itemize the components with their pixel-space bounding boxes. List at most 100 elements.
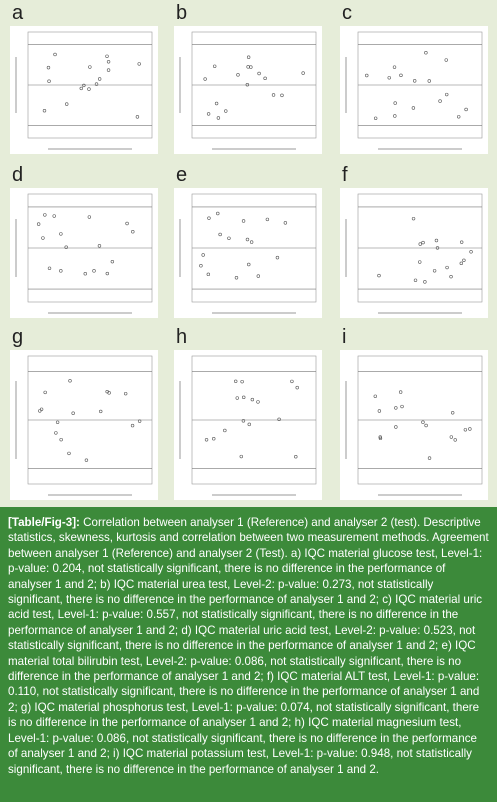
plot-point xyxy=(41,236,45,240)
plot-point xyxy=(263,76,267,81)
plot-point xyxy=(250,397,255,402)
plot-point xyxy=(223,428,227,433)
plot-point xyxy=(464,107,468,112)
plot-point xyxy=(206,112,211,116)
plot-point xyxy=(411,216,416,221)
plot-point xyxy=(84,458,89,462)
bland-altman-plot xyxy=(10,188,158,318)
plot-point xyxy=(67,451,71,456)
plot-point xyxy=(424,51,428,55)
plot-point xyxy=(424,423,428,428)
plot-point xyxy=(218,232,222,237)
plot-point xyxy=(43,390,47,395)
plot-point xyxy=(105,54,109,58)
plot-point xyxy=(295,385,299,390)
plot-point xyxy=(373,394,378,398)
plot-panel: f xyxy=(336,164,492,324)
plot-point xyxy=(438,99,442,103)
plot-point xyxy=(459,261,464,266)
bland-altman-plot xyxy=(340,350,488,500)
panel-letter: b xyxy=(176,2,188,24)
bland-altman-plot xyxy=(340,188,488,318)
plot-point xyxy=(79,86,83,91)
plot-point xyxy=(239,454,243,459)
plot-point xyxy=(411,106,416,110)
panel-letter: i xyxy=(342,326,347,348)
plot-point xyxy=(87,87,91,91)
plot-point xyxy=(234,379,238,383)
bland-altman-plot xyxy=(174,26,322,154)
plot-point xyxy=(392,65,397,69)
plot-point xyxy=(201,253,205,257)
plot-point xyxy=(52,214,56,218)
plot-point xyxy=(106,68,111,72)
plot-point xyxy=(290,379,294,384)
plot-point xyxy=(55,420,60,424)
plot-point xyxy=(227,236,231,240)
panel-letter: f xyxy=(342,164,348,186)
plot-point xyxy=(204,438,209,442)
plot-panel: h xyxy=(170,326,326,500)
plot-point xyxy=(245,83,250,87)
plot-panel: e xyxy=(170,164,326,324)
plot-point xyxy=(88,65,92,69)
plot-point xyxy=(453,438,457,442)
plot-point xyxy=(97,244,102,248)
plot-point xyxy=(459,240,464,244)
plot-point xyxy=(283,221,288,225)
bland-altman-plot xyxy=(340,26,488,154)
plot-point xyxy=(256,274,261,278)
plot-point xyxy=(246,55,251,59)
plot-point xyxy=(107,391,111,395)
plot-point xyxy=(387,76,391,80)
plot-point xyxy=(241,419,246,423)
plot-point xyxy=(457,115,461,119)
plot-point xyxy=(247,262,251,267)
plot-point xyxy=(46,65,51,70)
plot-point xyxy=(83,272,87,276)
plot-point xyxy=(207,216,211,220)
plot-point xyxy=(271,93,276,97)
bland-altman-plot xyxy=(10,350,158,500)
plot-point xyxy=(54,431,58,435)
plot-point xyxy=(280,93,284,98)
caption-text: Correlation between analyser 1 (Referenc… xyxy=(8,516,489,776)
plot-point xyxy=(249,240,254,244)
plot-point xyxy=(65,102,69,106)
plot-point xyxy=(469,250,473,254)
plot-point xyxy=(131,230,135,234)
plot-panel: g xyxy=(6,326,162,500)
plot-point xyxy=(423,280,427,284)
plot-point xyxy=(394,425,398,429)
plot-point xyxy=(82,83,86,88)
figure-caption: [Table/Fig-3]: Correlation between analy… xyxy=(0,507,497,802)
plot-point xyxy=(421,240,425,245)
plot-point xyxy=(94,82,99,86)
plot-point xyxy=(265,217,270,222)
plot-point xyxy=(277,417,281,422)
plot-point xyxy=(137,62,141,66)
plot-point xyxy=(203,77,207,81)
plot-point xyxy=(68,379,72,383)
plot-point xyxy=(235,396,239,400)
plot-panel: b xyxy=(170,2,326,162)
plot-point xyxy=(257,71,261,76)
plot-point xyxy=(53,52,57,57)
plot-point xyxy=(92,269,96,273)
plot-point xyxy=(418,242,422,246)
plot-point xyxy=(105,271,110,276)
plot-point xyxy=(449,435,454,439)
plot-point xyxy=(394,406,398,410)
plot-point xyxy=(445,92,449,97)
plot-point xyxy=(275,255,280,260)
plot-point xyxy=(212,437,216,441)
panel-letter: c xyxy=(342,2,352,24)
plot-point xyxy=(216,116,221,120)
plot-point xyxy=(393,114,397,118)
plot-point xyxy=(241,219,246,223)
plot-point xyxy=(427,456,432,460)
plot-point xyxy=(412,79,417,83)
plot-point xyxy=(377,273,381,278)
plot-point xyxy=(449,274,453,279)
plot-point xyxy=(373,116,378,120)
